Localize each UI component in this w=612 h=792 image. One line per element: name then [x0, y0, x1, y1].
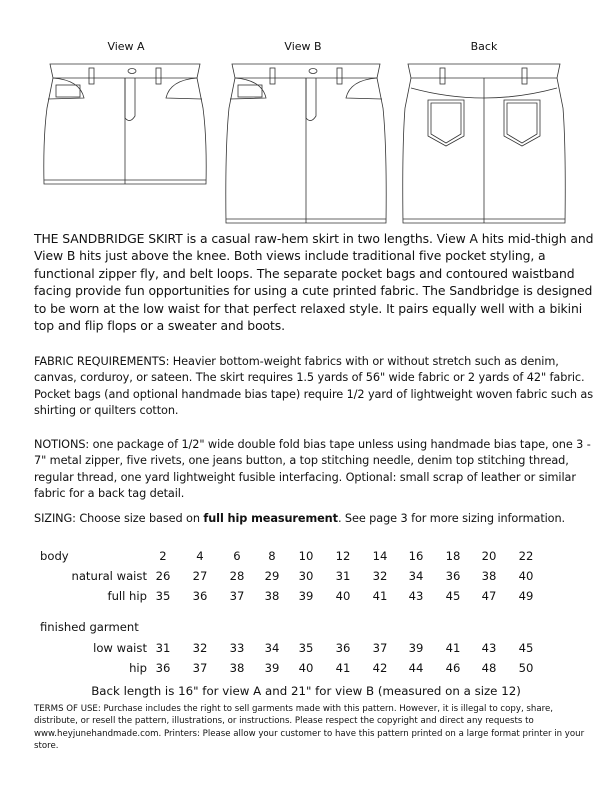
row-label: low waist — [93, 641, 147, 655]
table-cell: 34 — [264, 641, 280, 655]
table-cell: 34 — [408, 569, 424, 583]
table-cell: 41 — [445, 641, 461, 655]
table-cell: 39 — [408, 641, 424, 655]
table-cell: 28 — [229, 569, 245, 583]
notions: NOTIONS: one package of 1/2" wide double… — [34, 438, 591, 500]
row-label: body — [40, 549, 69, 563]
row-label: hip — [129, 661, 147, 675]
back-drawing — [402, 63, 566, 224]
row-label: natural waist — [71, 569, 147, 583]
table-cell: 35 — [155, 589, 171, 603]
table-cell: 4 — [196, 549, 204, 563]
table-cell: 48 — [481, 661, 497, 675]
back-label: Back — [470, 40, 498, 53]
table-cell: 44 — [408, 661, 424, 675]
table-cell: 31 — [335, 569, 351, 583]
table-cell: 36 — [335, 641, 351, 655]
sizing-prefix: SIZING: Choose size based on — [34, 512, 204, 525]
table-row: low waist 31 32 33 34 35 36 37 39 41 43 45 — [0, 641, 612, 659]
table-cell: 45 — [518, 641, 534, 655]
table-cell: 50 — [518, 661, 534, 675]
fabric-requirements: FABRIC REQUIREMENTS: Heavier bottom-weig… — [34, 355, 593, 417]
sizing-suffix: . See page 3 for more sizing information… — [337, 512, 566, 525]
table-cell: 35 — [298, 641, 314, 655]
table-cell: 30 — [298, 569, 314, 583]
table-cell: 47 — [481, 589, 497, 603]
view-b-label: View B — [284, 40, 322, 53]
table-cell: 2 — [159, 549, 167, 563]
table-cell: 36 — [155, 661, 171, 675]
table-cell: 36 — [192, 589, 208, 603]
table-cell: 45 — [445, 589, 461, 603]
table-cell: 16 — [408, 549, 424, 563]
table-cell: 40 — [518, 569, 534, 583]
back-length-note: Back length is 16" for view A and 21" fo… — [91, 684, 521, 698]
table-cell: 42 — [372, 661, 388, 675]
description-paragraph: THE SANDBRIDGE SKIRT is a casual raw-hem… — [34, 231, 594, 334]
table-cell: 32 — [372, 569, 388, 583]
table-cell: 37 — [192, 661, 208, 675]
table-cell: 39 — [298, 589, 314, 603]
sizing-bold: full hip measurement — [203, 512, 338, 525]
table-cell: 27 — [192, 569, 208, 583]
table-cell: 18 — [445, 549, 461, 563]
table-cell: 38 — [481, 569, 497, 583]
table-cell: 26 — [155, 569, 171, 583]
table-cell: 14 — [372, 549, 388, 563]
table-cell: 12 — [335, 549, 351, 563]
table-cell: 49 — [518, 589, 534, 603]
sizing-intro: SIZING: Choose size based on full hip me… — [34, 511, 594, 527]
view-a-drawing — [43, 63, 207, 185]
table-cell: 40 — [298, 661, 314, 675]
view-a-label: View A — [107, 40, 145, 53]
table-cell: 22 — [518, 549, 534, 563]
table-cell: 6 — [233, 549, 241, 563]
table-cell: 40 — [335, 589, 351, 603]
table-cell: 38 — [264, 589, 280, 603]
table-cell: 10 — [298, 549, 314, 563]
table-cell: 38 — [229, 661, 245, 675]
table-cell: 43 — [408, 589, 424, 603]
view-b-drawing — [225, 63, 387, 224]
row-label: finished garment — [40, 620, 139, 634]
table-row: hip 36 37 38 39 40 41 42 44 46 48 50 — [0, 661, 612, 679]
table-cell: 8 — [268, 549, 276, 563]
table-row: full hip 35 36 37 38 39 40 41 43 45 47 49 — [0, 589, 612, 607]
table-row: natural waist 26 27 28 29 30 31 32 34 36 38 40 — [0, 569, 612, 587]
table-cell: 32 — [192, 641, 208, 655]
table-cell: 43 — [481, 641, 497, 655]
table-cell: 31 — [155, 641, 171, 655]
table-cell: 36 — [445, 569, 461, 583]
table-cell: 41 — [335, 661, 351, 675]
table-cell: 20 — [481, 549, 497, 563]
table-cell: 37 — [229, 589, 245, 603]
garment-header-row: finished garment — [0, 620, 612, 638]
terms-of-use: TERMS OF USE: Purchase includes the righ… — [34, 704, 585, 751]
table-cell: 29 — [264, 569, 280, 583]
table-cell: 33 — [229, 641, 245, 655]
table-cell: 39 — [264, 661, 280, 675]
table-cell: 41 — [372, 589, 388, 603]
table-cell: 37 — [372, 641, 388, 655]
table-cell: 46 — [445, 661, 461, 675]
row-label: full hip — [107, 589, 148, 603]
size-header-row: body 2 4 6 8 10 12 14 16 18 20 22 — [0, 549, 612, 567]
